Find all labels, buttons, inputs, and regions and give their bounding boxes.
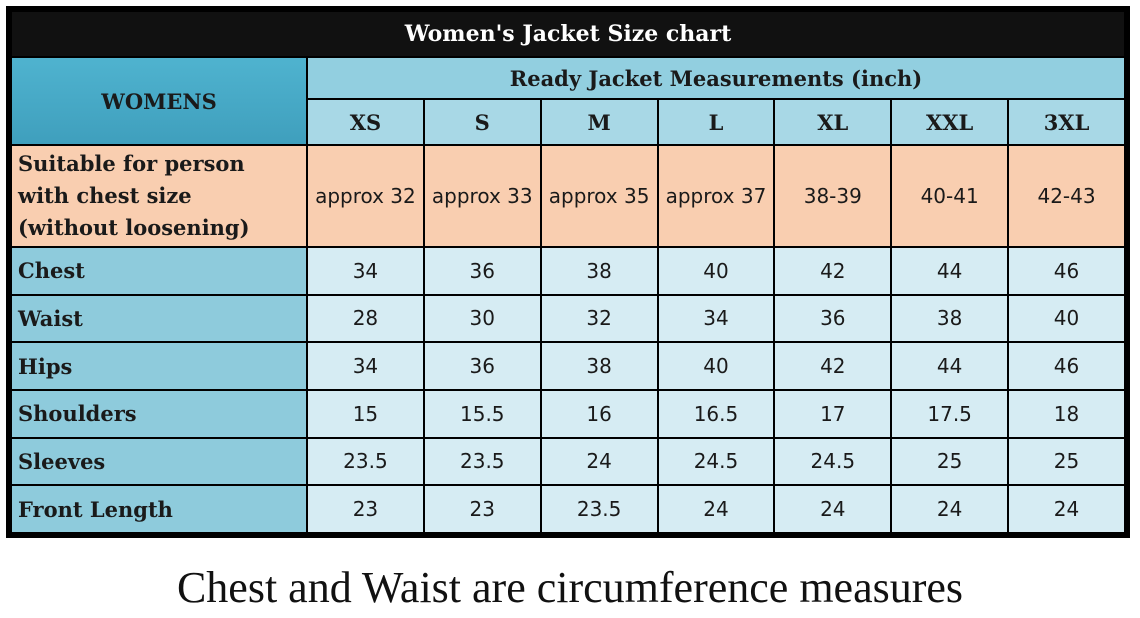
table-cell: 34 <box>308 248 423 294</box>
table-cell: 36 <box>775 295 891 342</box>
corner-label: WOMENS <box>12 58 306 144</box>
table-row: Sleeves 23.5 23.5 24 24.5 24.5 25 25 <box>12 438 1124 485</box>
size-header-xxl: XXL <box>892 100 1008 144</box>
table-cell: 40 <box>1009 295 1124 342</box>
size-header-3xl: 3XL <box>1009 100 1124 144</box>
chart-title: Women's Jacket Size chart <box>12 12 1124 56</box>
table-cell: 46 <box>1009 248 1124 294</box>
size-header-s: S <box>424 100 540 144</box>
table-cell: 18 <box>1009 390 1124 437</box>
row-label: Shoulders <box>12 390 306 437</box>
table-cell: 25 <box>1009 438 1124 485</box>
size-header-xl: XL <box>775 100 891 144</box>
table-cell: 38 <box>892 295 1008 342</box>
table-cell: 44 <box>892 343 1008 389</box>
table-cell: 16.5 <box>658 390 774 437</box>
suitable-value: approx 37 <box>658 146 774 246</box>
table-cell: 16 <box>541 390 657 437</box>
table-cell: 24.5 <box>658 438 774 485</box>
table-row: Shoulders 15 15.5 16 16.5 17 17.5 18 <box>12 390 1124 437</box>
size-table: Women's Jacket Size chart WOMENS Ready J… <box>10 10 1126 534</box>
table-cell: 25 <box>892 438 1008 485</box>
table-cell: 38 <box>541 343 657 389</box>
table-cell: 23.5 <box>424 438 540 485</box>
table-cell: 24 <box>892 486 1008 532</box>
suitable-label-line: Suitable for person <box>18 151 245 176</box>
table-cell: 32 <box>541 295 657 342</box>
table-cell: 17.5 <box>892 390 1008 437</box>
table-cell: 46 <box>1009 343 1124 389</box>
table-row: Front Length 23 23 23.5 24 24 24 24 <box>12 486 1124 532</box>
table-cell: 24 <box>541 438 657 485</box>
suitable-label-line: with chest size <box>18 183 192 208</box>
table-cell: 34 <box>658 295 774 342</box>
suitable-value: approx 33 <box>424 146 540 246</box>
table-cell: 30 <box>424 295 540 342</box>
row-label: Hips <box>12 343 306 389</box>
table-cell: 15 <box>308 390 423 437</box>
size-header-m: M <box>541 100 657 144</box>
table-cell: 24 <box>658 486 774 532</box>
table-cell: 44 <box>892 248 1008 294</box>
table-cell: 24 <box>775 486 891 532</box>
table-cell: 36 <box>424 248 540 294</box>
suitable-value: approx 32 <box>308 146 423 246</box>
row-label: Chest <box>12 248 306 294</box>
table-cell: 23.5 <box>541 486 657 532</box>
table-cell: 36 <box>424 343 540 389</box>
table-cell: 24 <box>1009 486 1124 532</box>
size-header-xs: XS <box>308 100 423 144</box>
row-label: Sleeves <box>12 438 306 485</box>
suitable-label-line: (without loosening) <box>18 215 250 240</box>
table-cell: 38 <box>541 248 657 294</box>
size-chart: Women's Jacket Size chart WOMENS Ready J… <box>6 6 1130 538</box>
table-cell: 40 <box>658 248 774 294</box>
table-cell: 23 <box>308 486 423 532</box>
table-cell: 15.5 <box>424 390 540 437</box>
table-cell: 23.5 <box>308 438 423 485</box>
size-header-row: XS S M L XL XXL 3XL <box>12 100 1124 144</box>
table-row: Hips 34 36 38 40 42 44 46 <box>12 343 1124 389</box>
suitable-value: approx 35 <box>541 146 657 246</box>
table-cell: 40 <box>658 343 774 389</box>
suitable-row: Suitable for person with chest size (wit… <box>12 146 1124 246</box>
row-label: Waist <box>12 295 306 342</box>
suitable-value: 38-39 <box>775 146 891 246</box>
suitable-value: 40-41 <box>892 146 1008 246</box>
table-cell: 42 <box>775 248 891 294</box>
group-header: Ready Jacket Measurements (inch) <box>308 58 1124 98</box>
table-cell: 42 <box>775 343 891 389</box>
table-row: Chest 34 36 38 40 42 44 46 <box>12 248 1124 294</box>
row-label: Front Length <box>12 486 306 532</box>
table-cell: 28 <box>308 295 423 342</box>
table-cell: 24.5 <box>775 438 891 485</box>
caption: Chest and Waist are circumference measur… <box>176 563 964 612</box>
table-cell: 34 <box>308 343 423 389</box>
suitable-label: Suitable for person with chest size (wit… <box>12 146 306 246</box>
size-header-l: L <box>658 100 774 144</box>
suitable-value: 42-43 <box>1009 146 1124 246</box>
table-cell: 23 <box>424 486 540 532</box>
table-cell: 17 <box>775 390 891 437</box>
table-row: Waist 28 30 32 34 36 38 40 <box>12 295 1124 342</box>
